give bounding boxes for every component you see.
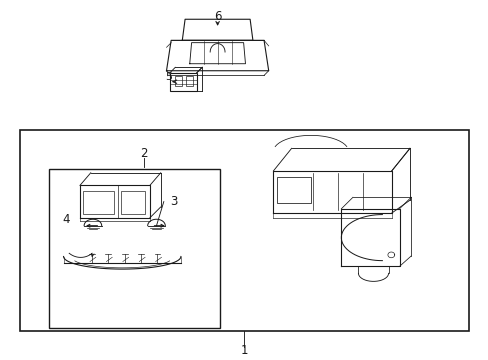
Text: 6: 6	[213, 10, 221, 23]
Bar	[185, 76, 192, 86]
Text: 3: 3	[169, 195, 177, 208]
Bar	[83, 191, 113, 214]
Bar	[276, 177, 310, 203]
Text: 2: 2	[140, 147, 148, 159]
Text: 1: 1	[240, 345, 248, 357]
Bar	[175, 76, 182, 86]
Bar	[20, 130, 468, 331]
Bar	[121, 191, 145, 214]
Text: 5: 5	[165, 72, 172, 82]
Bar	[49, 169, 220, 328]
Text: 4: 4	[62, 213, 70, 226]
Bar	[170, 73, 196, 91]
